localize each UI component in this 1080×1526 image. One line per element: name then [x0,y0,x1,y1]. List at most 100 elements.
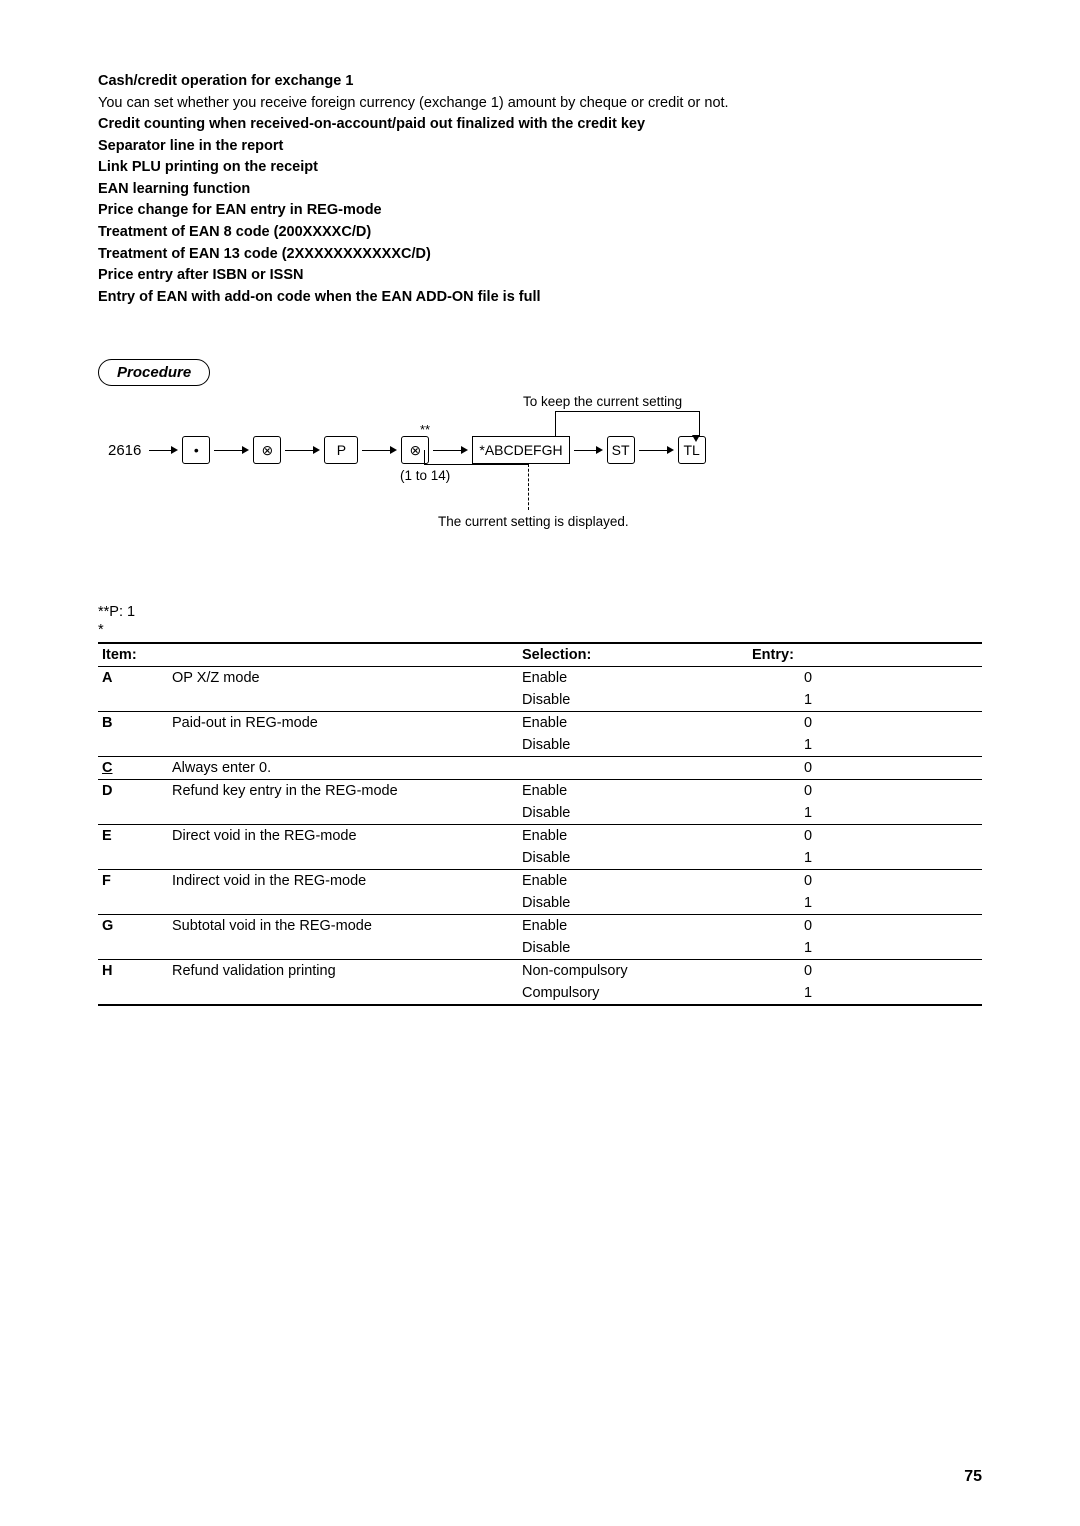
cell-letter [98,937,168,960]
cell-desc [168,937,518,960]
cell-selection: Disable [518,802,748,825]
start-code: 2616 [108,442,141,459]
table-row: Disable1 [98,734,982,757]
cell-pad [868,982,982,1005]
header-entry: Entry: [748,643,868,667]
asterisk-label: ** [420,422,430,437]
cell-pad [868,757,982,780]
cell-desc [168,734,518,757]
cell-pad [868,937,982,960]
header-item: Item: [98,643,168,667]
cell-pad [868,667,982,690]
cell-desc [168,892,518,915]
cell-pad [868,689,982,712]
table-row: Disable1 [98,892,982,915]
table-row: AOP X/Z modeEnable0 [98,667,982,690]
cell-entry: 1 [748,982,868,1005]
cell-entry: 1 [748,847,868,870]
cell-letter: E [98,825,168,848]
table-row: CAlways enter 0.0 [98,757,982,780]
tl-key: TL [678,436,706,464]
flow-row: 2616 • ⊗ P ⊗ *ABCDEFGH ST TL [108,436,710,464]
cell-letter [98,982,168,1005]
arrow-icon [285,446,320,454]
header-line: Separator line in the report [98,137,982,157]
cell-entry: 0 [748,915,868,938]
table-row: GSubtotal void in the REG-modeEnable0 [98,915,982,938]
cell-pad [868,960,982,983]
header-line: Price change for EAN entry in REG-mode [98,201,982,221]
star-label: * [98,622,982,638]
cell-letter: D [98,780,168,803]
cell-selection: Compulsory [518,982,748,1005]
cell-letter: B [98,712,168,735]
header-pad [868,643,982,667]
range-label: (1 to 14) [400,468,450,483]
cell-desc: Refund validation printing [168,960,518,983]
cell-entry: 1 [748,734,868,757]
cell-entry: 1 [748,892,868,915]
cell-selection: Non-compulsory [518,960,748,983]
procedure-label: Procedure [98,359,210,386]
cell-desc: Direct void in the REG-mode [168,825,518,848]
st-key: ST [607,436,635,464]
cell-desc [168,847,518,870]
x-key: ⊗ [253,436,281,464]
header-line: Credit counting when received-on-account… [98,115,982,135]
current-setting-label: The current setting is displayed. [438,514,629,529]
cell-desc: Indirect void in the REG-mode [168,870,518,893]
cell-letter: H [98,960,168,983]
cell-entry: 1 [748,802,868,825]
cell-letter: A [98,667,168,690]
cell-pad [868,712,982,735]
dashed-line [528,464,529,510]
x-key: ⊗ [401,436,429,464]
cell-letter [98,802,168,825]
cell-letter: G [98,915,168,938]
cell-desc [168,802,518,825]
header-line: Link PLU printing on the receipt [98,158,982,178]
cell-desc: Paid-out in REG-mode [168,712,518,735]
cell-selection: Enable [518,870,748,893]
cell-pad [868,915,982,938]
table-row: FIndirect void in the REG-modeEnable0 [98,870,982,893]
cell-entry: 0 [748,667,868,690]
cell-selection: Disable [518,734,748,757]
cell-selection: Enable [518,825,748,848]
cell-entry: 0 [748,825,868,848]
cell-selection: Enable [518,780,748,803]
table-row: DRefund key entry in the REG-modeEnable0 [98,780,982,803]
abcdefgh-box: *ABCDEFGH [472,436,569,464]
table-header-row: Item: Selection: Entry: [98,643,982,667]
cell-selection: Disable [518,937,748,960]
cell-entry: 1 [748,937,868,960]
cell-entry: 0 [748,712,868,735]
cell-entry: 0 [748,757,868,780]
cell-entry: 1 [748,689,868,712]
p-key: P [324,436,358,464]
cell-pad [868,847,982,870]
cell-selection: Disable [518,892,748,915]
procedure-diagram: To keep the current setting ** 2616 • ⊗ … [108,398,982,568]
cell-selection: Enable [518,915,748,938]
cell-desc: Always enter 0. [168,757,518,780]
cell-entry: 0 [748,780,868,803]
cell-desc [168,689,518,712]
header-line: Cash/credit operation for exchange 1 [98,72,982,92]
arrow-icon [574,446,603,454]
header-text-block: Cash/credit operation for exchange 1You … [98,72,982,307]
cell-letter: F [98,870,168,893]
cell-selection: Enable [518,712,748,735]
table-row: HRefund validation printingNon-compulsor… [98,960,982,983]
page-number: 75 [964,1468,982,1486]
table-row: Disable1 [98,689,982,712]
settings-table: Item: Selection: Entry: AOP X/Z modeEnab… [98,642,982,1006]
cell-pad [868,892,982,915]
header-line: Treatment of EAN 8 code (200XXXXC/D) [98,223,982,243]
header-line: Price entry after ISBN or ISSN [98,266,982,286]
cell-entry: 0 [748,960,868,983]
cell-letter [98,892,168,915]
header-line: Treatment of EAN 13 code (2XXXXXXXXXXXC/… [98,245,982,265]
table-row: Disable1 [98,802,982,825]
pp1-label: **P: 1 [98,604,982,620]
